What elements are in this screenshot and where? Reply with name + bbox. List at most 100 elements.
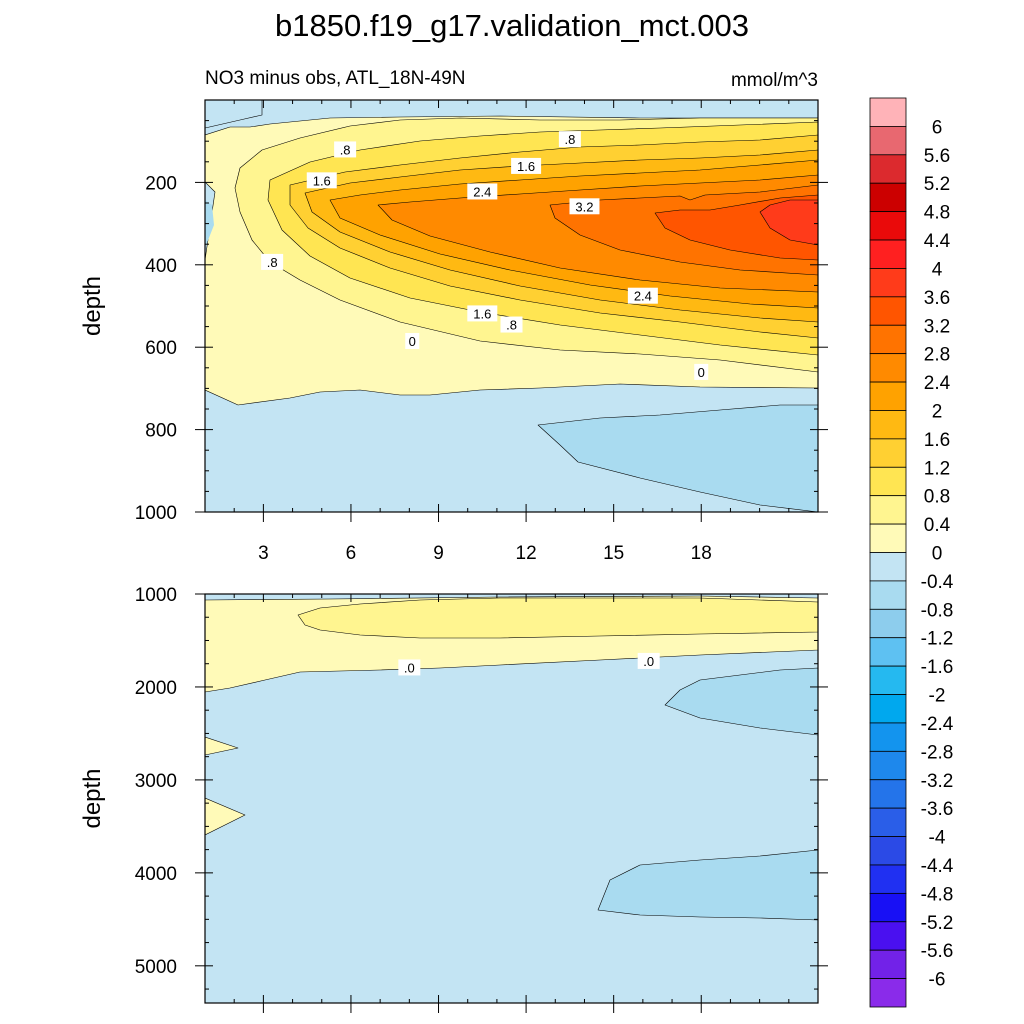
colorbar-swatch (869, 324, 907, 355)
contour-label-box (467, 183, 498, 200)
colorbar-swatch (869, 978, 907, 1008)
colorbar-label: 4 (932, 259, 943, 280)
colorbar-swatch (869, 97, 907, 127)
x-tick-label: 15 (603, 543, 624, 564)
contour-label-box (569, 198, 600, 215)
contour-label-box (627, 287, 658, 304)
colorbar-swatch (869, 722, 907, 752)
colorbar-swatch (869, 779, 907, 809)
colorbar-label: 4.8 (924, 203, 950, 224)
contour-label-text: .8 (340, 142, 351, 157)
contour-label-text: 1.6 (517, 159, 535, 174)
contour-label: .8 (500, 316, 523, 333)
colorbar-swatch (869, 381, 907, 411)
contour-label: 1.6 (306, 172, 337, 189)
colorbar-swatch (869, 211, 907, 241)
upper-contour-labels: .8 .8 1.6 1.6 2.4 3.2 .8 2.4 1.6 .8 0 0 (261, 131, 709, 380)
colorbar-swatch (869, 296, 907, 326)
colorbar-label: 5.2 (924, 174, 950, 195)
contour-label-text: .8 (267, 255, 278, 270)
contour-label-text: 3.2 (575, 199, 593, 214)
contour-label: 2.4 (467, 183, 498, 200)
contour-label: 3.2 (569, 198, 600, 215)
y-tick-label: 1000 (135, 585, 177, 606)
colorbar-swatch (869, 637, 907, 667)
contour-label-box (511, 157, 542, 174)
contour-label-box (637, 652, 660, 669)
contour-label-text: .0 (404, 660, 415, 675)
colorbar-label: -5.2 (921, 913, 954, 934)
colorbar-swatch (869, 864, 907, 894)
y-axis-title: depth (79, 768, 106, 828)
contour-label-text: 1.6 (313, 173, 331, 188)
colorbar-swatch (869, 892, 907, 923)
colorbar-swatch (869, 694, 907, 724)
colorbar-swatch (869, 949, 907, 979)
colorbar-label: -1.2 (921, 629, 954, 650)
colorbar-swatch (869, 580, 907, 610)
contour-label-box (398, 659, 421, 676)
contour-label-box (467, 305, 498, 322)
lower-fill-04 (297, 597, 818, 639)
contour-label: .8 (334, 141, 357, 158)
colorbar-swatch (869, 750, 907, 781)
y-tick-label: 2000 (135, 678, 177, 699)
y-tick-label: 3000 (135, 771, 177, 792)
lower-fill-neg-a (664, 667, 818, 736)
contour-label: 1.6 (511, 157, 542, 174)
colorbar-swatch (869, 495, 907, 525)
contour-label: 2.4 (627, 287, 658, 304)
x-tick-label: 18 (691, 543, 712, 564)
y-tick-label: 200 (145, 173, 177, 194)
x-tick-label: 12 (516, 543, 537, 564)
y-tick-label: 600 (145, 338, 177, 359)
colorbar-label: -2.8 (921, 742, 954, 763)
upper-fill-neg-corner (205, 100, 263, 129)
contour-label-text: 0 (698, 365, 705, 380)
colorbar-label: 3.6 (924, 288, 950, 309)
lower-fill-neg-b (597, 849, 818, 921)
colorbar-swatch (869, 410, 907, 440)
colorbar-label: 2.4 (924, 373, 951, 394)
colorbar-label: 3.2 (924, 316, 950, 337)
colorbar-label: 2.8 (924, 345, 950, 366)
contour-label-text: 2.4 (634, 289, 652, 304)
x-tick-label: 6 (346, 543, 357, 564)
y-tick-label: 4000 (135, 864, 177, 885)
contour-label-text: .8 (506, 318, 517, 333)
colorbar-label: 0.8 (924, 487, 950, 508)
lower-fill-pos-b (205, 797, 246, 836)
chart-subtitle: NO3 minus obs, ATL_18N-49N (205, 68, 466, 89)
colorbar-label: -5.6 (921, 941, 954, 962)
colorbar-swatch (869, 268, 907, 298)
contour-label: .8 (261, 253, 284, 270)
colorbar-swatch (869, 836, 907, 866)
y-tick-label: 400 (145, 256, 177, 277)
colorbar-label: -3.6 (921, 799, 954, 820)
x-tick-label: 9 (433, 543, 444, 564)
colorbar-label: 4.4 (924, 231, 951, 252)
colorbar-label: 0.4 (924, 515, 951, 536)
colorbar-label: 5.6 (924, 146, 950, 167)
contour-label-box (694, 363, 709, 380)
colorbar-label: -2.4 (921, 714, 954, 735)
contour-label: 1.6 (467, 305, 498, 322)
upper-fill-36 (759, 199, 818, 246)
colorbar-label: -0.4 (921, 572, 954, 593)
y-tick-label: 1000 (135, 503, 177, 524)
contour-label-box (261, 253, 284, 270)
colorbar-swatch (869, 807, 907, 837)
colorbar-label: 6 (932, 117, 943, 138)
y-tick-label: 800 (145, 421, 177, 442)
contour-label-box (405, 333, 420, 350)
lower-plot-frame (204, 593, 819, 1004)
contour-label: 0 (405, 333, 420, 350)
contour-label-text: .8 (564, 132, 575, 147)
contour-label-box (558, 131, 581, 148)
colorbar-label: -0.8 (921, 600, 954, 621)
colorbar-label: -2 (929, 686, 946, 707)
colorbar-label: -6 (929, 970, 946, 991)
colorbar-swatch (869, 665, 907, 695)
units-label: mmol/m^3 (731, 70, 818, 91)
